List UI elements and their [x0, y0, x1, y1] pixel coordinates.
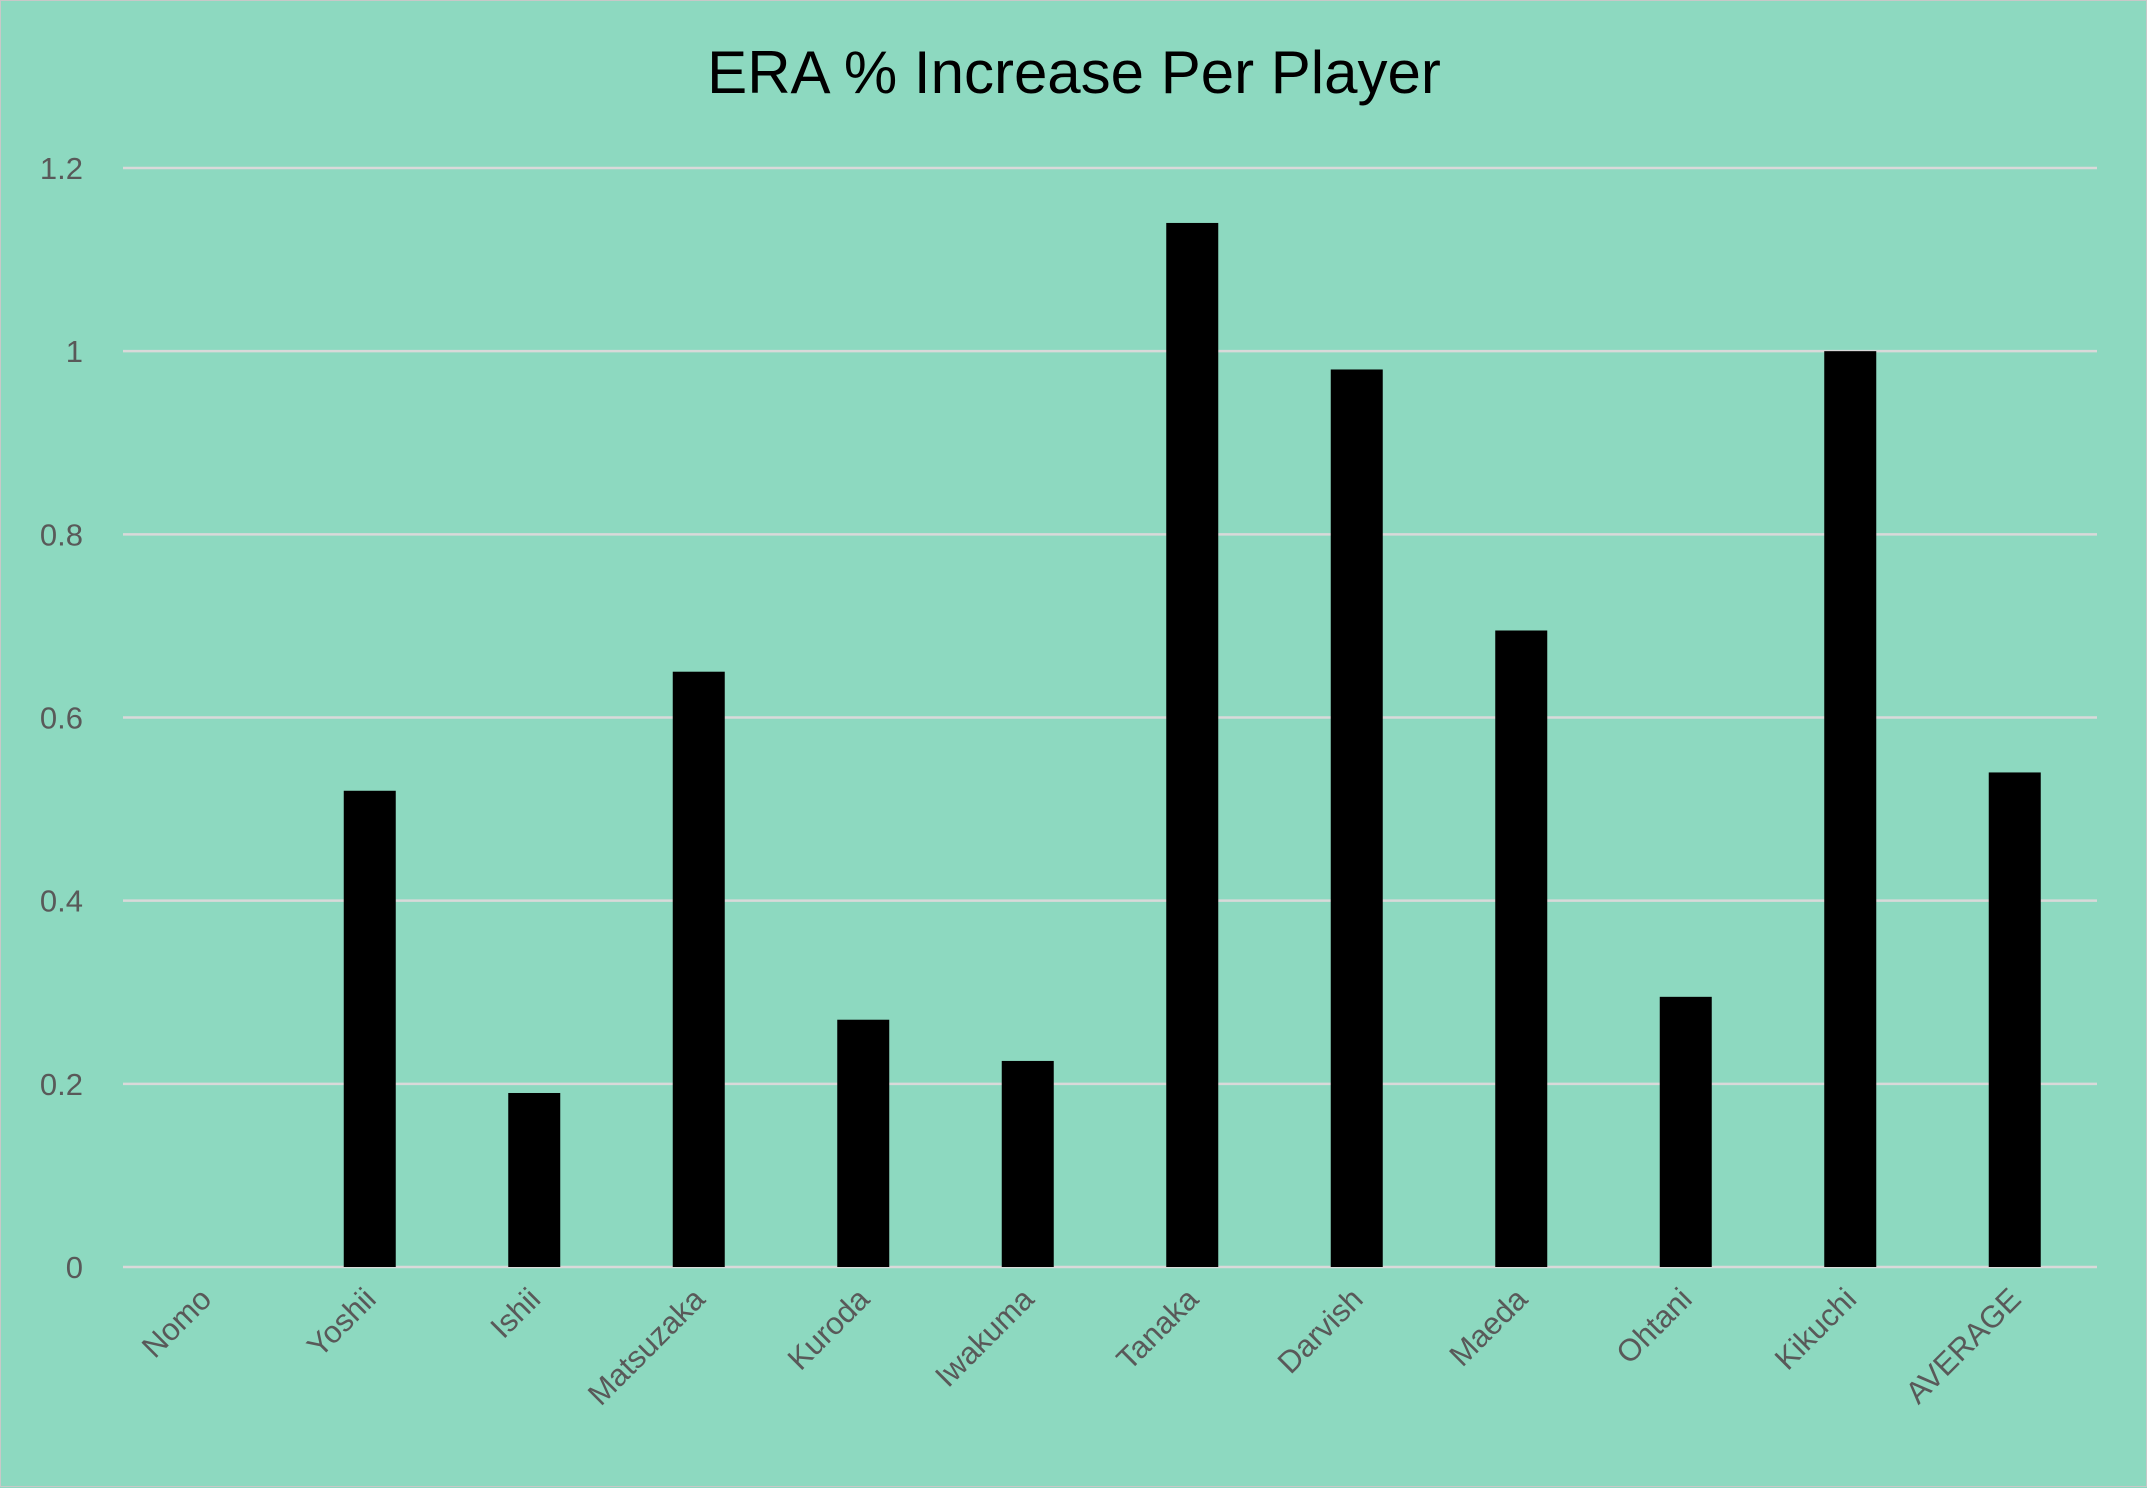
gridlines — [123, 166, 2097, 1269]
x-tick-label: Yoshii — [300, 1281, 382, 1363]
y-tick-label: 0.4 — [40, 884, 83, 919]
bar-maeda — [1495, 630, 1548, 1267]
x-tick-label: Tanaka — [1110, 1281, 1206, 1377]
bar-ohtani — [1659, 996, 1712, 1267]
y-tick-label: 0.8 — [40, 517, 83, 552]
x-tick-label: Ohtani — [1609, 1281, 1698, 1370]
bar-kuroda — [837, 1019, 890, 1267]
y-tick-label: 1.2 — [40, 151, 83, 186]
bar-average — [1988, 772, 2041, 1267]
x-tick-label: Darvish — [1271, 1281, 1370, 1380]
bar-yoshii — [343, 790, 396, 1267]
x-tick-label: Maeda — [1442, 1281, 1534, 1373]
bar-matsuzaka — [672, 671, 725, 1267]
bar-darvish — [1330, 369, 1383, 1267]
chart-title: ERA % Increase Per Player — [707, 39, 1441, 106]
y-tick-label: 0.2 — [40, 1067, 83, 1102]
bar-kikuchi — [1824, 351, 1877, 1268]
x-tick-label: AVERAGE — [1899, 1281, 2028, 1410]
x-axis-ticks: Nomo Yoshii Ishii Matsuzaka Kuroda Iwakuma Tan… — [135, 1281, 2028, 1412]
bar-ishii — [508, 1092, 561, 1267]
y-tick-label: 0.6 — [40, 701, 83, 736]
bar-tanaka — [1166, 222, 1219, 1268]
y-tick-label: 0 — [66, 1250, 83, 1285]
y-tick-label: 1 — [66, 334, 83, 369]
x-tick-label: Kuroda — [781, 1281, 877, 1377]
x-tick-label: Nomo — [135, 1281, 218, 1364]
bars — [343, 222, 2041, 1268]
x-tick-label: Ishii — [483, 1281, 547, 1345]
x-tick-label: Matsuzaka — [581, 1281, 712, 1412]
x-tick-label: Iwakuma — [928, 1281, 1041, 1394]
y-axis-ticks: 0 0.2 0.4 0.6 0.8 1 1.2 — [40, 151, 83, 1285]
bar-iwakuma — [1001, 1060, 1054, 1267]
x-tick-label: Kikuchi — [1768, 1281, 1863, 1376]
